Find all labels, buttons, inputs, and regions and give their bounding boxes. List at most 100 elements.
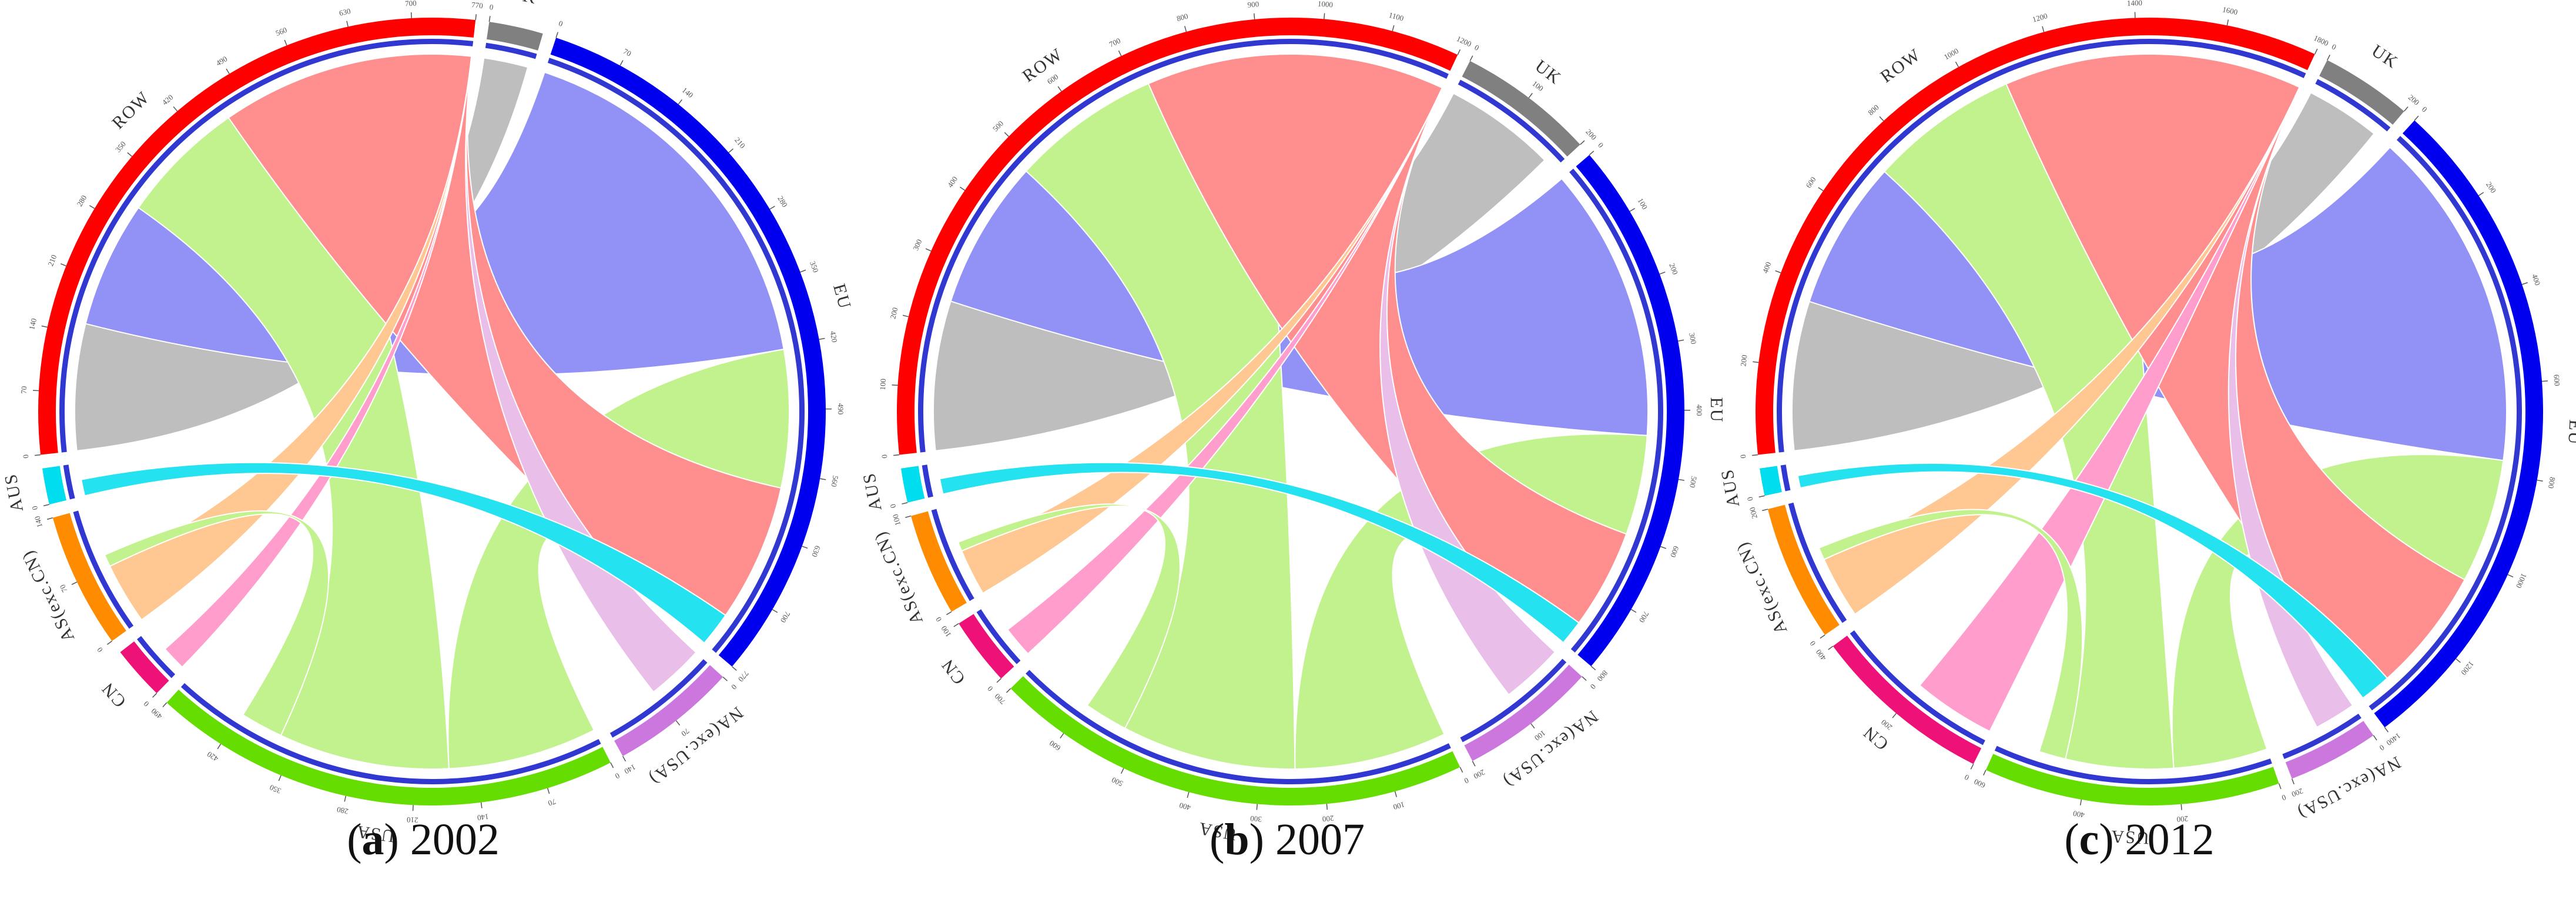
- segment-arc: [1985, 754, 2279, 805]
- tick-label: 420: [829, 330, 839, 343]
- tick-label: 200: [1880, 718, 1894, 732]
- segment-arc: [897, 17, 1458, 455]
- tick-mark: [996, 678, 1001, 683]
- tick-label: 500: [1688, 476, 1699, 489]
- tick-label: 100: [1533, 728, 1547, 743]
- tick-mark: [1970, 764, 1974, 770]
- tick-mark: [32, 390, 39, 392]
- segment-arc: [2319, 60, 2404, 125]
- tick-mark: [772, 609, 778, 613]
- ribbon-austo-eu: [80, 462, 726, 644]
- tick-label: 200: [1322, 814, 1334, 824]
- tick-mark: [2414, 115, 2419, 121]
- segment-inner-track: [609, 659, 708, 738]
- tick-label: 0: [1473, 43, 1481, 52]
- segment-inner-track: [2369, 136, 2522, 711]
- tick-label: 700: [405, 0, 417, 8]
- tick-label: 900: [1247, 0, 1259, 9]
- tick-label: 100: [891, 513, 903, 527]
- tick-label: 0: [1463, 776, 1470, 785]
- tick-label: 1200: [1455, 34, 1473, 49]
- tick-label: 1000: [1942, 46, 1960, 62]
- tick-mark: [1326, 804, 1328, 810]
- tick-mark: [2278, 783, 2282, 790]
- tick-mark: [41, 325, 48, 328]
- ribbon-usato-as-exc-cn-: [103, 510, 330, 737]
- tick-label: 200: [1472, 768, 1486, 781]
- tick-mark: [162, 702, 168, 708]
- tick-mark: [622, 755, 627, 762]
- tick-label: 210: [46, 253, 58, 268]
- tick-mark: [1392, 25, 1395, 31]
- tick-label: 200: [888, 306, 899, 320]
- tick-mark: [278, 775, 282, 781]
- tick-label: 300: [1687, 332, 1698, 345]
- tick-mark: [1589, 151, 1594, 156]
- tick-mark: [1457, 49, 1461, 55]
- tick-label: 800: [2547, 476, 2557, 489]
- tick-mark: [2291, 778, 2294, 785]
- tick-label: 1400: [2127, 0, 2143, 8]
- tick-label: 420: [160, 93, 175, 107]
- ribbon-austo-eu: [1797, 462, 2389, 699]
- tick-label: 0: [614, 771, 621, 781]
- tick-label: 70: [19, 386, 29, 394]
- tick-mark: [619, 60, 624, 66]
- tick-mark: [892, 384, 898, 386]
- ribbon-usato-as-exc-cn-: [957, 503, 1181, 730]
- tick-mark: [1057, 86, 1062, 92]
- tick-label: 70: [547, 797, 557, 808]
- tick-mark: [152, 693, 158, 698]
- tick-mark: [893, 454, 900, 456]
- tick-label: 0: [142, 700, 150, 708]
- caption-a: (a) 2002: [347, 815, 500, 864]
- tick-label: 600: [1048, 738, 1063, 752]
- tick-label: 70: [622, 46, 633, 58]
- tick-mark: [2521, 282, 2528, 285]
- tick-mark: [2180, 804, 2182, 810]
- tick-label: 100: [878, 378, 887, 390]
- segment-arc: [42, 466, 67, 504]
- tick-mark: [1472, 761, 1476, 767]
- segment-arc: [1010, 676, 1460, 805]
- segment-label: AS(exc.CN): [870, 528, 927, 627]
- tick-mark: [284, 39, 287, 46]
- tick-label: 0: [1738, 454, 1748, 459]
- tick-label: 200: [1584, 127, 1598, 142]
- segment-inner-track: [1458, 79, 1565, 163]
- ribbons: [933, 54, 1649, 770]
- tick-mark: [1459, 767, 1463, 773]
- segment-arc: [910, 511, 967, 612]
- segment-cn: 0 CN: [98, 636, 176, 711]
- tick-mark: [173, 106, 178, 112]
- tick-label: 400: [2530, 273, 2542, 286]
- tick-label: 350: [113, 139, 128, 154]
- caption-b: (b) 2007: [1210, 815, 1365, 864]
- caption-letter: a: [361, 815, 384, 864]
- segment-arc: [2374, 120, 2543, 728]
- segment-inner-track: [922, 464, 933, 498]
- tick-mark: [217, 744, 222, 750]
- segment-inner-track: [137, 636, 176, 678]
- segment-arc: [487, 22, 543, 51]
- segment-inner-track: [1788, 502, 1847, 623]
- tick-mark: [902, 502, 908, 504]
- tick-mark: [2226, 19, 2229, 26]
- tick-mark: [1752, 454, 1758, 456]
- tick-label: 140: [32, 515, 44, 529]
- tick-mark: [2404, 106, 2408, 112]
- caption-letter: b: [1224, 815, 1250, 864]
- tick-mark: [802, 546, 808, 549]
- tick-mark: [488, 16, 491, 22]
- segment-eu: 0 100 200 300 400 500 600 700 800 EU: [1569, 141, 1726, 683]
- tick-label: 1800: [2312, 34, 2330, 48]
- tick-mark: [2456, 658, 2461, 663]
- ribbons: [74, 54, 790, 770]
- segment-label: CN: [98, 678, 130, 711]
